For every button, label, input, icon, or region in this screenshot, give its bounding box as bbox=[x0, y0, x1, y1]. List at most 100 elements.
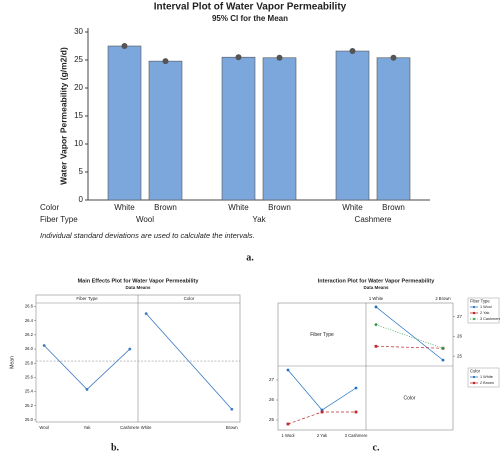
x-tick-label: 3 Cashmere bbox=[345, 433, 368, 438]
y-tick-label: 15 bbox=[74, 111, 83, 120]
y-tick-label: 25.8 bbox=[25, 360, 34, 365]
panel-title: Fiber Type bbox=[76, 296, 98, 301]
x-tick-label: White bbox=[114, 203, 135, 212]
legend-label: 3 Cashmere bbox=[480, 317, 500, 321]
mean-marker bbox=[121, 43, 128, 49]
chart-subtitle: Data Means bbox=[125, 285, 151, 290]
marker bbox=[374, 344, 378, 348]
x-tick-label: Yak bbox=[84, 425, 92, 430]
row-label: Fiber Type bbox=[40, 215, 78, 224]
x-tick-label: Cashmere bbox=[120, 425, 140, 430]
mean-marker bbox=[390, 54, 397, 61]
caption: b. bbox=[111, 442, 120, 453]
chart-title: Main Effects Plot for Water Vapor Permea… bbox=[78, 278, 200, 284]
y-tick-label: 27 bbox=[269, 377, 275, 382]
y-tick-label: 26.0 bbox=[25, 346, 34, 351]
legend-label: 2 Yak bbox=[480, 311, 489, 315]
marker bbox=[374, 305, 378, 309]
y-tick-label: 25 bbox=[74, 55, 83, 64]
mean-marker bbox=[276, 54, 283, 61]
y-axis-label: Water Vapor Permeability (g/m2/d) bbox=[58, 47, 68, 185]
marker bbox=[472, 305, 476, 309]
chart-title: Interaction Plot for Water Vapor Permeab… bbox=[318, 278, 435, 284]
y-tick-label: 25 bbox=[457, 353, 463, 358]
group-label: Wool bbox=[136, 215, 154, 224]
x-tick-label: Wool bbox=[39, 425, 49, 430]
y-axis-label: Mean bbox=[9, 356, 15, 369]
x-tick-label: White bbox=[228, 203, 249, 212]
legend-label: 2 Brown bbox=[480, 381, 494, 385]
note: Individual standard deviations are used … bbox=[40, 231, 255, 240]
y-tick-label: 26.2 bbox=[25, 332, 34, 337]
effect-line bbox=[145, 313, 233, 410]
marker bbox=[472, 317, 476, 321]
marker bbox=[85, 388, 89, 391]
chart-title: Interval Plot of Water Vapor Permeabilit… bbox=[154, 2, 347, 13]
bar bbox=[148, 60, 183, 201]
matrix-frame bbox=[277, 302, 454, 431]
factor-label: Fiber Type bbox=[310, 332, 334, 338]
marker bbox=[441, 358, 445, 362]
caption: a. bbox=[246, 252, 254, 263]
bar bbox=[376, 57, 411, 201]
marker bbox=[42, 344, 46, 347]
legend-title: Fiber Type bbox=[470, 299, 490, 304]
x-tick-label: Brown bbox=[268, 203, 291, 212]
effect-line bbox=[43, 345, 131, 390]
legend-box bbox=[467, 297, 500, 324]
panel-title: Color bbox=[184, 296, 195, 301]
y-tick-label: 20 bbox=[74, 83, 83, 92]
y-tick-label: 25.4 bbox=[25, 389, 34, 394]
x-tick-label: Brown bbox=[382, 203, 405, 212]
marker bbox=[230, 407, 234, 411]
x-tick-label: Brown bbox=[226, 425, 239, 430]
y-tick-label: 26 bbox=[269, 397, 275, 402]
line bbox=[375, 324, 444, 349]
y-tick-label: 5 bbox=[79, 167, 84, 176]
marker bbox=[286, 422, 290, 426]
caption: c. bbox=[373, 442, 380, 453]
factor-label: Color bbox=[404, 395, 416, 401]
marker bbox=[128, 347, 132, 351]
row-label: Color bbox=[40, 203, 59, 212]
bar bbox=[262, 57, 297, 201]
marker bbox=[472, 375, 476, 379]
legend-box bbox=[467, 367, 500, 388]
group-label: Cashmere bbox=[355, 215, 392, 224]
marker bbox=[374, 322, 378, 327]
marker bbox=[286, 368, 290, 372]
marker bbox=[320, 410, 324, 414]
y-tick-label: 10 bbox=[74, 139, 83, 148]
y-tick-label: 27 bbox=[457, 314, 463, 319]
line bbox=[375, 306, 444, 361]
bar bbox=[335, 50, 370, 201]
y-tick-label: 26.4 bbox=[25, 318, 34, 323]
marker bbox=[354, 410, 358, 414]
line bbox=[287, 369, 357, 411]
y-tick-label: 25.0 bbox=[25, 417, 34, 422]
marker bbox=[472, 311, 476, 315]
line bbox=[287, 411, 356, 425]
chart-subtitle: 95% CI for the Mean bbox=[212, 14, 288, 23]
marker bbox=[472, 381, 476, 385]
bar bbox=[107, 45, 142, 201]
y-tick-label: 0 bbox=[79, 195, 84, 204]
x-tick-label: White bbox=[141, 425, 152, 430]
legend-title: Color bbox=[470, 369, 481, 374]
x-tick-label: 1 Wool bbox=[282, 433, 295, 438]
y-tick-label: 26 bbox=[457, 334, 463, 339]
x-tick-label: Brown bbox=[154, 203, 177, 212]
y-tick-label: 25 bbox=[269, 417, 275, 422]
y-tick-label: 25.6 bbox=[25, 374, 34, 379]
mean-marker bbox=[349, 48, 356, 55]
x-tick-label: 2 Yak bbox=[317, 433, 328, 438]
x-tick-label: 1 White bbox=[369, 296, 384, 301]
group-label: Yak bbox=[252, 215, 266, 224]
chart-subtitle: Data Means bbox=[363, 285, 389, 290]
mean-marker bbox=[162, 58, 169, 65]
legend-label: 1 Wool bbox=[480, 305, 492, 309]
x-tick-label: 2 Brown bbox=[435, 296, 451, 301]
y-tick-label: 30 bbox=[74, 27, 83, 36]
x-tick-label: White bbox=[342, 203, 363, 212]
